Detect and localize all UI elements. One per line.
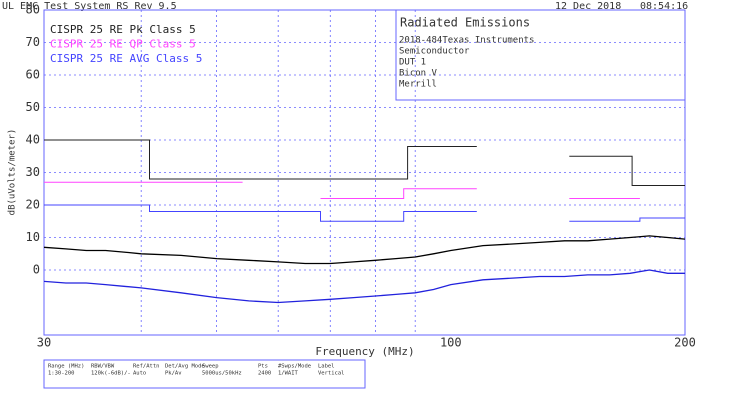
info-line: Merrill (399, 80, 437, 90)
y-tick-label: 40 (26, 133, 40, 147)
table-cell: Auto (133, 371, 146, 377)
series-line (43, 235, 686, 265)
table-cell: 1:30-200 (48, 371, 75, 377)
table-header: Sweep (202, 364, 219, 370)
y-axis-label: dB(uVolts/meter) (8, 129, 18, 216)
legend-entry: CISPR 25 RE Pk Class 5 (50, 23, 196, 36)
table-header: Pts (258, 364, 268, 370)
y-tick-label: 50 (26, 100, 40, 114)
series-line (44, 204, 685, 222)
y-tick-label: 30 (26, 165, 40, 179)
y-tick-label: 20 (26, 198, 40, 212)
info-line: Semiconductor (399, 47, 470, 57)
series-line (43, 269, 685, 304)
info-line: DUT 1 (399, 58, 426, 68)
table-header: Label (318, 364, 335, 370)
x-tick-label: 200 (674, 336, 696, 350)
x-tick-label: 30 (37, 336, 51, 350)
table-header: Range (MHz) (48, 364, 84, 370)
table-cell: Pk/Av (165, 371, 182, 377)
y-tick-label: 0 (33, 263, 40, 277)
table-cell: 2400 (258, 371, 271, 377)
y-tick-label: 10 (26, 230, 40, 244)
series-line (44, 181, 640, 199)
table-header: #Swps/Mode (278, 364, 311, 370)
y-tick-label: 60 (26, 68, 40, 82)
table-cell: 5000us/50kHz (202, 371, 242, 377)
y-tick-label: 70 (26, 35, 40, 49)
table-header: RBW/VBW (91, 364, 115, 370)
x-axis-label: Frequency (MHz) (315, 345, 414, 358)
table-header: Ref/Attn (133, 364, 160, 370)
series-line (44, 139, 685, 186)
info-box (395, 9, 686, 101)
x-tick-label: 100 (440, 336, 462, 350)
y-tick-label: 80 (26, 3, 40, 17)
header-title: UL EMC Test System RS Rev 9.5 (2, 1, 177, 12)
table-cell: Vertical (318, 371, 345, 377)
info-line: 2018-484Texas Instruments (399, 36, 534, 46)
info-line: Bicon V (399, 69, 438, 79)
table-cell: 1/WAIT (278, 371, 299, 377)
table-cell: 120k(-6dB)/- (91, 371, 131, 377)
header-date: 12 Dec 2018 (555, 1, 621, 12)
info-table (43, 359, 366, 389)
legend-entry: CISPR 25 RE AVG Class 5 (50, 52, 202, 65)
table-header: Det/Avg Mode (165, 364, 205, 370)
legend-entry: CISPR 25 RE QP Class 5 (50, 38, 196, 51)
header-time: 08:54:16 (640, 1, 688, 12)
info-title: Radiated Emissions (400, 16, 530, 30)
